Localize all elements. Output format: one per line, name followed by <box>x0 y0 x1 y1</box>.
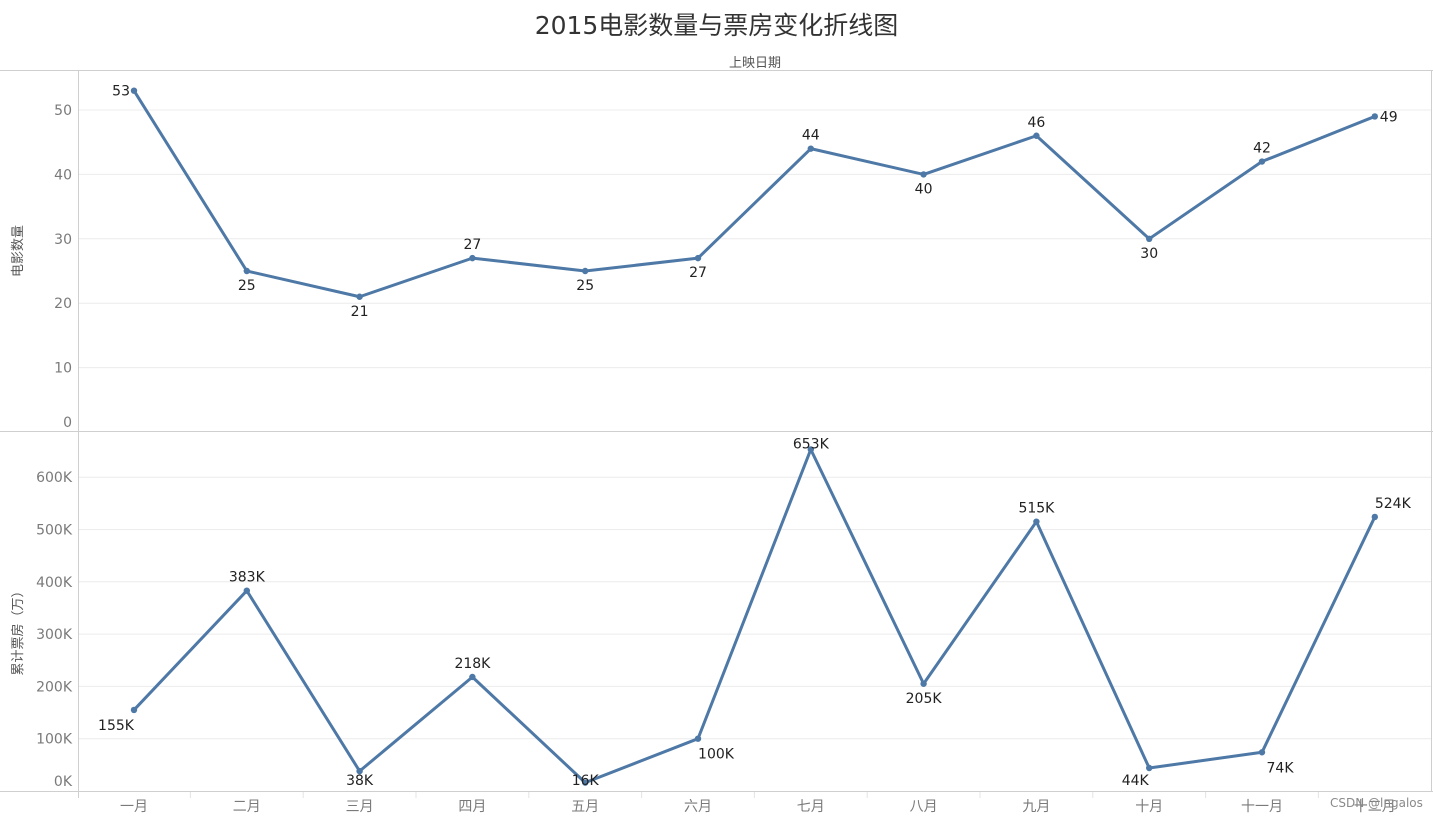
data-label: 49 <box>1380 109 1398 125</box>
y-tick-label: 300K <box>36 627 73 643</box>
data-label: 40 <box>915 181 933 197</box>
data-label: 74K <box>1267 760 1295 776</box>
data-point[interactable] <box>356 293 363 300</box>
data-label: 25 <box>576 278 594 294</box>
data-point[interactable] <box>807 446 814 453</box>
data-label: 42 <box>1253 141 1271 157</box>
data-label: 524K <box>1375 496 1412 512</box>
data-label: 383K <box>229 570 266 586</box>
x-axis-title: 上映日期 <box>728 56 781 71</box>
x-tick-label: 六月 <box>684 799 712 815</box>
y-tick-label: 400K <box>36 575 73 591</box>
data-label: 44K <box>1122 773 1150 789</box>
y-tick-label: 500K <box>36 523 73 539</box>
y-tick-label: 200K <box>36 679 73 695</box>
chart-title: 2015电影数量与票房变化折线图 <box>534 11 899 40</box>
x-tick-label: 五月 <box>571 799 599 815</box>
data-label: 218K <box>454 656 491 672</box>
data-point[interactable] <box>1033 132 1040 139</box>
data-point[interactable] <box>807 145 814 152</box>
data-label: 53 <box>112 84 130 100</box>
data-point[interactable] <box>469 673 476 681</box>
data-label: 25 <box>238 278 256 294</box>
y-tick-label: 100K <box>36 732 73 748</box>
y-tick-label: 30 <box>54 232 72 248</box>
data-point[interactable] <box>130 87 138 94</box>
y-tick-label: 40 <box>54 167 72 183</box>
data-point[interactable] <box>1258 749 1266 756</box>
data-point[interactable] <box>1371 113 1379 120</box>
x-tick-label: 一月 <box>120 799 148 815</box>
x-tick-label: 七月 <box>797 799 825 815</box>
x-tick-label: 十一月 <box>1241 799 1283 815</box>
data-label: 653K <box>793 436 830 452</box>
y-tick-label: 0 <box>63 415 72 431</box>
data-point[interactable] <box>920 171 927 178</box>
data-point[interactable] <box>243 587 250 594</box>
data-label: 155K <box>98 718 135 734</box>
x-tick-label: 四月 <box>458 799 486 815</box>
data-label: 27 <box>689 265 707 281</box>
data-point[interactable] <box>469 254 476 262</box>
data-label: 515K <box>1018 501 1055 517</box>
data-point[interactable] <box>582 267 589 275</box>
data-label: 100K <box>698 747 735 763</box>
watermark: CSDN @lngalos <box>1330 796 1423 810</box>
data-label: 44 <box>802 128 820 144</box>
x-tick-label: 二月 <box>233 799 261 815</box>
data-point[interactable] <box>920 680 927 687</box>
data-point[interactable] <box>582 779 589 786</box>
data-label: 46 <box>1027 115 1045 131</box>
data-point[interactable] <box>130 706 138 714</box>
y-tick-label: 600K <box>36 470 73 486</box>
data-point[interactable] <box>356 767 363 775</box>
x-tick-label: 十二月 <box>1354 799 1396 815</box>
y-tick-label: 10 <box>54 361 72 377</box>
y-axis-label: 累计票房（万） <box>10 584 26 675</box>
x-tick-label: 八月 <box>910 799 938 815</box>
data-line <box>132 89 1376 299</box>
y-tick-label: 50 <box>54 103 72 119</box>
data-label: 30 <box>1140 246 1158 262</box>
data-label: 16K <box>572 773 600 789</box>
y-axis-label: 电影数量 <box>11 225 26 277</box>
data-point[interactable] <box>1033 518 1040 525</box>
y-tick-label: 0K <box>54 774 73 790</box>
data-point[interactable] <box>694 735 702 742</box>
x-tick-label: 九月 <box>1022 799 1050 815</box>
data-line <box>132 447 1377 785</box>
data-label: 38K <box>346 773 374 789</box>
data-point[interactable] <box>694 254 702 262</box>
data-label: 21 <box>351 304 369 320</box>
data-point[interactable] <box>1258 158 1266 165</box>
data-point[interactable] <box>243 267 250 275</box>
data-label: 27 <box>463 237 481 253</box>
data-label: 205K <box>906 691 943 707</box>
x-tick-label: 三月 <box>346 799 374 815</box>
chart-frame <box>0 70 1433 798</box>
x-axis: 一月 二月 三月 四月 五月 六月 七月 八月 九月 十月 十一月 十二月 <box>120 792 1396 815</box>
movie-count-panel: 0 10 20 30 40 50 电影数量 53 25 21 27 25 27 44 40 46 30 42 49 <box>11 84 1431 431</box>
box-office-panel: 0K 100K 200K 300K 400K 500K 600K 累计票房（万） 155K 383… <box>10 436 1431 790</box>
y-tick-label: 20 <box>54 296 72 312</box>
data-point[interactable] <box>1371 513 1379 521</box>
data-point[interactable] <box>1146 235 1153 242</box>
x-tick-label: 十月 <box>1135 799 1163 815</box>
data-point[interactable] <box>1146 764 1153 772</box>
